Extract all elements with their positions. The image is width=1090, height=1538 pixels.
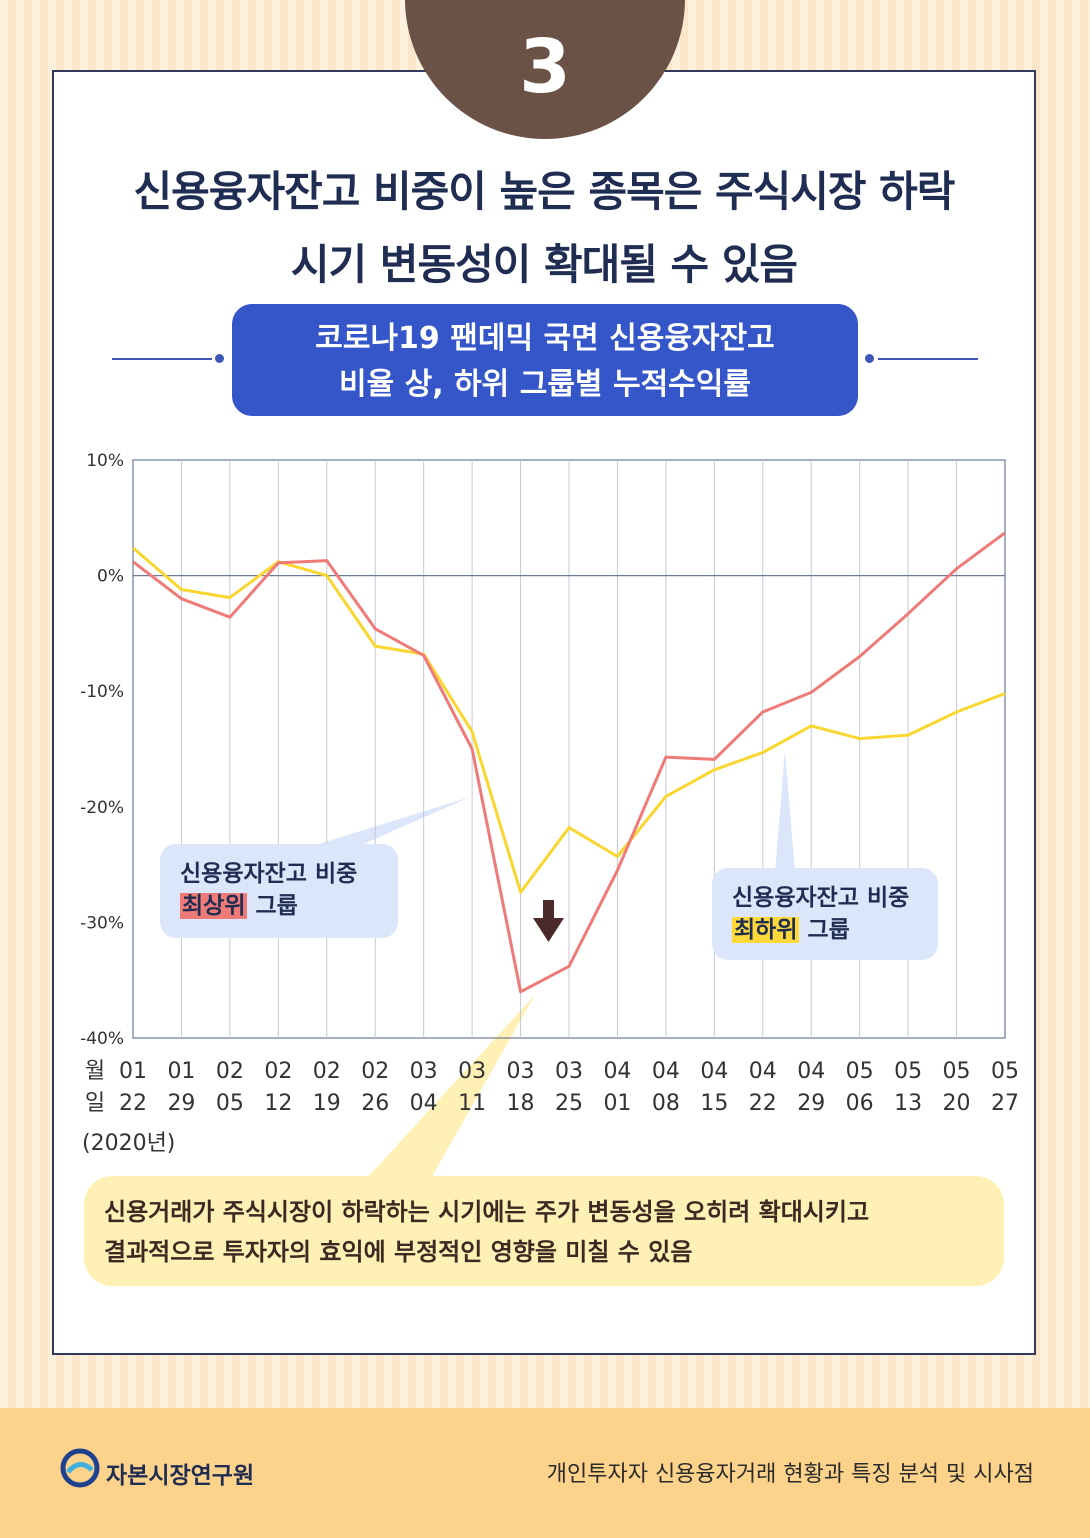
callout-bottom-group: 신용융자잔고 비중 최하위 그룹 xyxy=(712,868,938,960)
report-title: 개인투자자 신용융자거래 현황과 특징 분석 및 시사점 xyxy=(546,1462,1034,1487)
x-tick-month: 05 xyxy=(846,1059,874,1084)
callout-bottom-group-suffix: 그룹 xyxy=(799,917,850,943)
chart-subtitle-line-1: 코로나19 팬데믹 국면 신용융자잔고 xyxy=(315,321,775,356)
x-tick-day: 20 xyxy=(943,1091,971,1116)
series-line-top-group xyxy=(132,531,1006,994)
x-tick-month: 04 xyxy=(700,1059,728,1084)
y-tick-label: -30% xyxy=(80,913,124,933)
x-tick-month: 03 xyxy=(458,1059,486,1084)
x-tick-month: 03 xyxy=(507,1059,535,1084)
x-tick-day: 05 xyxy=(216,1091,244,1116)
content-card xyxy=(52,70,1036,1355)
x-tick-month: 01 xyxy=(167,1059,195,1084)
x-tick-day: 08 xyxy=(652,1091,680,1116)
callout-bottom-pointer xyxy=(775,750,795,872)
subtitle-rule-left xyxy=(112,358,212,360)
x-tick-month: 03 xyxy=(555,1059,583,1084)
subtitle-dot-right xyxy=(865,354,874,363)
x-tick-day: 29 xyxy=(167,1091,195,1116)
y-tick-label: 10% xyxy=(86,451,124,471)
callout-top-group-line1: 신용융자잔고 비중 xyxy=(180,861,358,887)
callout-bottom-group-line2: 최하위 그룹 xyxy=(732,914,918,946)
organization-name: 자본시장연구원 xyxy=(106,1463,255,1489)
headline-line-1: 신용융자잔고 비중이 높은 종목은 주식시장 하락 xyxy=(133,167,956,216)
x-tick-day: 26 xyxy=(361,1091,389,1116)
x-tick-day: 29 xyxy=(797,1091,825,1116)
y-tick-label: -10% xyxy=(80,682,124,702)
y-tick-label: -20% xyxy=(80,798,124,818)
x-tick-day: 11 xyxy=(458,1091,486,1116)
x-month-header: 월 xyxy=(85,1059,105,1084)
x-tick-month: 02 xyxy=(361,1059,389,1084)
chart-subtitle-line-2: 비율 상, 하위 그룹별 누적수익률 xyxy=(339,367,751,402)
x-tick-month: 02 xyxy=(313,1059,341,1084)
callout-top-group-suffix: 그룹 xyxy=(247,893,298,919)
takeaway-note-line-2: 결과적으로 투자자의 효익에 부정적인 영향을 미칠 수 있음 xyxy=(104,1238,693,1266)
x-tick-day: 22 xyxy=(119,1091,147,1116)
headline-line-2: 시기 변동성이 확대될 수 있음 xyxy=(290,240,798,289)
x-tick-month: 02 xyxy=(216,1059,244,1084)
x-tick-month: 04 xyxy=(749,1059,777,1084)
x-tick-day: 15 xyxy=(700,1091,728,1116)
down-arrow-head-icon xyxy=(533,918,564,942)
callout-top-group-highlight: 최상위 xyxy=(180,893,248,919)
callout-top-pointer xyxy=(300,797,470,850)
subtitle-rule-right xyxy=(878,358,978,360)
x-tick-month: 05 xyxy=(894,1059,922,1084)
x-tick-month: 05 xyxy=(991,1059,1019,1084)
x-tick-month: 05 xyxy=(943,1059,971,1084)
x-tick-day: 18 xyxy=(507,1091,535,1116)
x-tick-day: 01 xyxy=(603,1091,631,1116)
callout-bottom-group-line1: 신용융자잔고 비중 xyxy=(732,885,910,911)
x-tick-month: 02 xyxy=(264,1059,292,1084)
cumulative-return-chart: 10% 0% -10% -20% -30% -40% 월일 01 22 01 29 02 05 02 12 0… xyxy=(80,451,1019,1180)
x-tick-day: 12 xyxy=(264,1091,292,1116)
callout-top-group: 신용융자잔고 비중 최상위 그룹 xyxy=(160,844,398,938)
x-year-label: (2020년) xyxy=(82,1131,175,1156)
x-tick-day: 19 xyxy=(313,1091,341,1116)
x-tick-month: 04 xyxy=(797,1059,825,1084)
x-tick-month: 03 xyxy=(410,1059,438,1084)
chart-subtitle: 코로나19 팬데믹 국면 신용융자잔고 비율 상, 하위 그룹별 누적수익률 xyxy=(232,304,858,416)
x-tick-day: 27 xyxy=(991,1091,1019,1116)
x-tick-month: 04 xyxy=(603,1059,631,1084)
y-tick-label: -40% xyxy=(80,1029,124,1049)
x-tick-day: 04 xyxy=(410,1091,438,1116)
takeaway-note-line-1: 신용거래가 주식시장이 하락하는 시기에는 주가 변동성을 오히려 확대시키고 xyxy=(104,1198,870,1226)
takeaway-note: 신용거래가 주식시장이 하락하는 시기에는 주가 변동성을 오히려 확대시키고 … xyxy=(84,1176,1004,1286)
section-number: 3 xyxy=(519,24,571,110)
callout-bottom-group-highlight: 최하위 xyxy=(732,917,800,943)
down-arrow-icon xyxy=(543,900,554,920)
x-tick-day: 13 xyxy=(894,1091,922,1116)
subtitle-dot-left xyxy=(215,354,224,363)
x-tick-day: 22 xyxy=(749,1091,777,1116)
x-tick-day: 06 xyxy=(846,1091,874,1116)
kcmi-logo-icon xyxy=(60,1448,100,1488)
x-day-header: 일 xyxy=(85,1091,105,1116)
footer-bar xyxy=(0,1408,1090,1538)
x-tick-month: 04 xyxy=(652,1059,680,1084)
x-tick-day: 25 xyxy=(555,1091,583,1116)
note-pointer xyxy=(365,995,535,1180)
y-tick-label: 0% xyxy=(97,567,124,587)
callout-top-group-line2: 최상위 그룹 xyxy=(180,890,378,922)
x-tick-month: 01 xyxy=(119,1059,147,1084)
